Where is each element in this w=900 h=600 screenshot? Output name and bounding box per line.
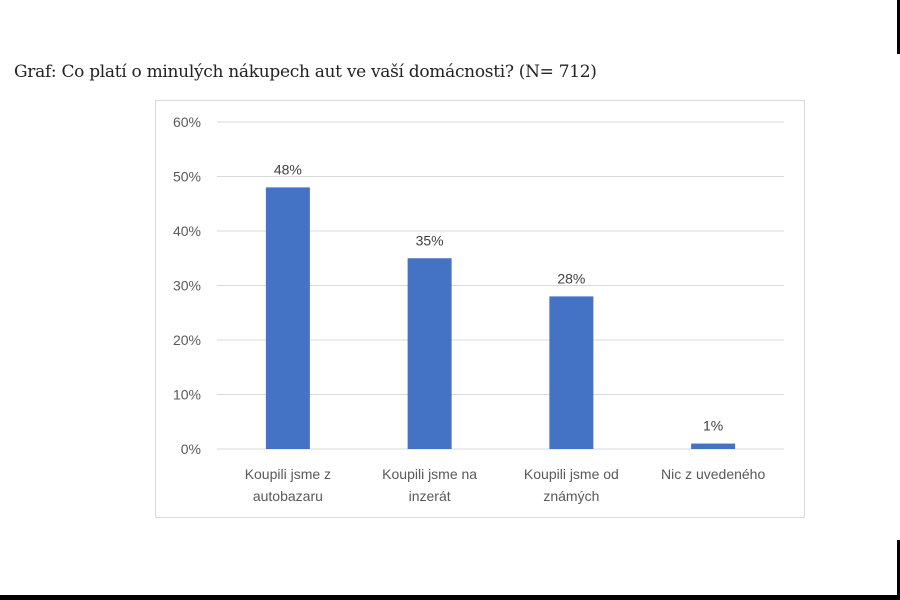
- y-tick-label: 60%: [173, 114, 201, 130]
- x-category-label: Koupili jsme od: [524, 466, 619, 482]
- x-category-label: Nic z uvedeného: [661, 466, 766, 482]
- x-category-label: autobazaru: [253, 488, 323, 504]
- bar: [691, 443, 736, 449]
- y-tick-label: 0%: [181, 441, 201, 457]
- data-label: 1%: [703, 418, 723, 434]
- y-tick-label: 40%: [173, 223, 201, 239]
- x-category-label: Koupili jsme na: [382, 466, 477, 482]
- bar: [407, 258, 452, 449]
- y-tick-label: 20%: [173, 332, 201, 348]
- y-tick-label: 50%: [173, 169, 201, 185]
- right-edge-divider-top: [897, 0, 900, 54]
- bottom-edge-bar: [0, 595, 900, 600]
- bar: [265, 187, 310, 449]
- chart-container: 0% 10% 20% 30% 40% 50% 60% 48% Koupili jsme z aut…: [155, 100, 805, 518]
- data-label: 48%: [274, 161, 302, 177]
- bar-chart: 0% 10% 20% 30% 40% 50% 60% 48% Koupili jsme z aut…: [173, 114, 784, 504]
- data-label: 28%: [557, 270, 585, 286]
- x-category-label: inzerát: [409, 488, 451, 504]
- data-label: 35%: [416, 232, 444, 248]
- x-category-label: Koupili jsme z: [245, 466, 331, 482]
- y-tick-label: 30%: [173, 278, 201, 294]
- page-title: Graf: Co platí o minulých nákupech aut v…: [14, 62, 597, 82]
- right-edge-divider-bottom: [897, 540, 900, 600]
- y-tick-label: 10%: [173, 387, 201, 403]
- bar: [549, 296, 594, 449]
- x-category-label: známých: [543, 488, 599, 504]
